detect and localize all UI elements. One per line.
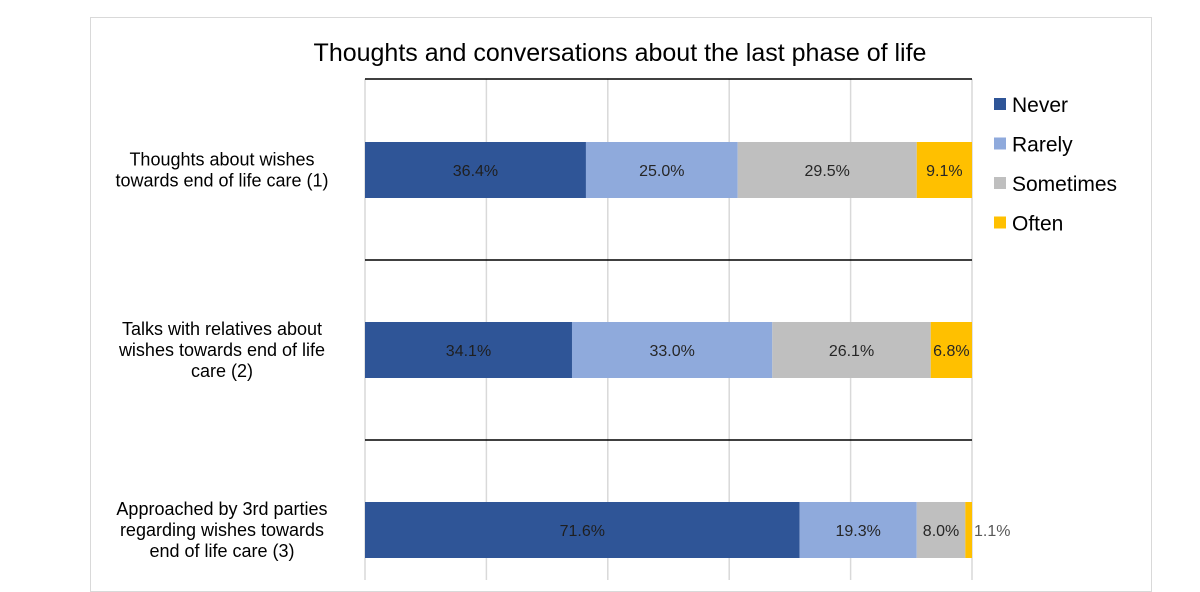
category-label: Approached by 3rd parties regarding wishe… — [116, 499, 327, 561]
data-label: 6.8% — [933, 343, 969, 360]
category-label: Thoughts about wishes towards end of life… — [115, 150, 328, 191]
legend-label: Rarely — [1012, 134, 1073, 157]
bar-segment-often — [916, 142, 972, 198]
bar-segment-rarely — [585, 142, 738, 198]
bar-segment-rarely — [571, 322, 773, 378]
bar-segment-sometimes — [916, 502, 966, 558]
category-separators — [365, 78, 972, 441]
chart-title: Thoughts and conversations about the las… — [314, 39, 927, 67]
data-label: 29.5% — [805, 163, 850, 180]
legend-swatch — [994, 137, 1006, 150]
data-label: 71.6% — [560, 523, 605, 540]
data-label: 33.0% — [649, 343, 694, 360]
legend-label: Never — [1012, 94, 1068, 117]
data-label: 8.0% — [923, 523, 959, 540]
bar-segment-sometimes — [772, 322, 931, 378]
legend-label: Often — [1012, 213, 1063, 236]
data-label: 19.3% — [836, 523, 881, 540]
legend-label: Sometimes — [1012, 173, 1117, 196]
legend: Never Rarely Sometimes Often — [994, 94, 1117, 236]
data-label: 25.0% — [639, 163, 684, 180]
bar-segment-sometimes — [737, 142, 917, 198]
data-label: 9.1% — [926, 163, 962, 180]
legend-swatch — [994, 98, 1006, 110]
data-label: 36.4% — [453, 163, 498, 180]
category-labels: Thoughts about wishes towards end of life… — [115, 150, 328, 562]
legend-swatch — [994, 177, 1006, 189]
bar-segment-never — [365, 142, 586, 198]
bar-segment-never — [365, 502, 800, 558]
legend-swatch — [994, 216, 1006, 229]
data-label: 1.1% — [974, 523, 1010, 540]
data-label: 34.1% — [446, 343, 491, 360]
data-labels: 36.4% 25.0% 29.5% 9.1% 34.1% 33.0% 26.1% 6.8% 71… — [446, 163, 1011, 540]
bar-segment-often — [930, 322, 972, 378]
bar-segment-never — [365, 322, 572, 378]
bars — [365, 142, 972, 558]
data-label: 26.1% — [829, 343, 874, 360]
bar-segment-often — [965, 502, 972, 558]
category-label: Talks with relatives about wishes towards… — [118, 319, 325, 381]
bar-segment-rarely — [799, 502, 917, 558]
stacked-bar-chart: Thoughts and conversations about the las… — [115, 39, 1117, 580]
